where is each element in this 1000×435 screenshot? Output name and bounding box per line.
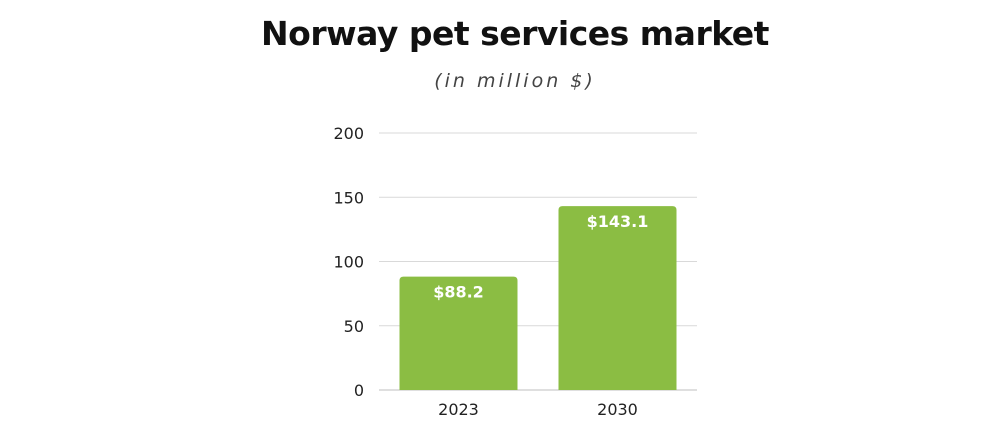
- bar-2023: [399, 276, 518, 390]
- bar-value-label: $88.2: [433, 283, 484, 302]
- y-tick-label: 150: [333, 188, 364, 207]
- y-tick-label: 0: [354, 381, 364, 400]
- bar-value-label: $143.1: [587, 212, 649, 231]
- y-tick-label: 50: [344, 317, 364, 336]
- chart-title: Norway pet services market: [261, 14, 769, 53]
- bar-2030: [558, 206, 677, 390]
- y-tick-label: 200: [333, 124, 364, 143]
- x-tick-label: 2023: [438, 400, 479, 419]
- x-tick-label: 2030: [597, 400, 638, 419]
- chart-subtitle: (in million $): [434, 70, 596, 92]
- y-axis-ticks: 0 50 100 150 200: [333, 124, 364, 400]
- x-axis-ticks: 2023 2030: [438, 400, 638, 419]
- y-tick-label: 100: [333, 253, 364, 272]
- bars: $88.2 $143.1: [399, 206, 677, 390]
